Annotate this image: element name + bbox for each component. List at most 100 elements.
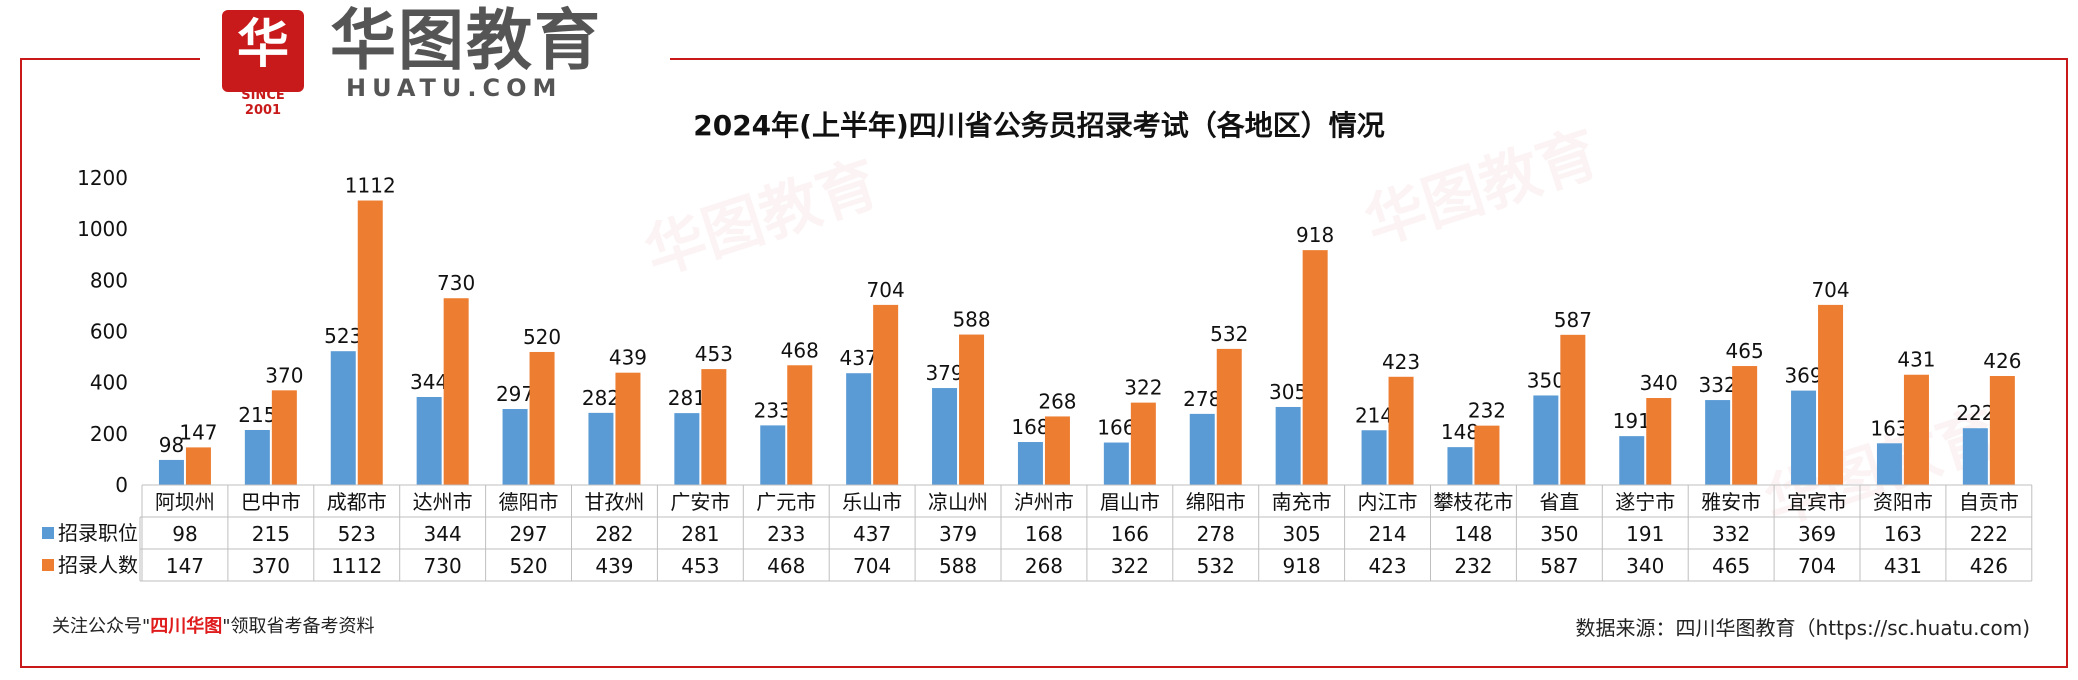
table-cell-recruits: 268 xyxy=(1025,554,1063,578)
data-label-recruits: 147 xyxy=(179,420,217,444)
data-label-positions: 281 xyxy=(668,386,706,410)
data-label-positions: 278 xyxy=(1183,387,1221,411)
data-label-positions: 148 xyxy=(1441,420,1479,444)
category-label: 阿坝州 xyxy=(155,490,215,514)
category-label: 雅安市 xyxy=(1701,490,1761,514)
legend-swatch-recruits xyxy=(42,559,54,571)
bar-positions xyxy=(158,459,184,485)
category-label: 省直 xyxy=(1539,490,1579,514)
table-cell-recruits: 431 xyxy=(1884,554,1922,578)
bar-recruits xyxy=(1044,416,1070,485)
table-cell-positions: 379 xyxy=(939,522,977,546)
data-label-recruits: 340 xyxy=(1640,371,1678,395)
table-cell-recruits: 730 xyxy=(424,554,462,578)
table-cell-recruits: 704 xyxy=(853,554,891,578)
data-label-recruits: 520 xyxy=(523,325,561,349)
table-cell-positions: 214 xyxy=(1368,522,1406,546)
data-label-recruits: 465 xyxy=(1726,339,1764,363)
bar-recruits xyxy=(1732,366,1758,485)
data-label-positions: 344 xyxy=(410,370,448,394)
data-label-recruits: 453 xyxy=(695,342,733,366)
bar-positions xyxy=(1791,390,1817,485)
table-cell-recruits: 918 xyxy=(1283,554,1321,578)
bar-positions xyxy=(846,373,872,485)
bar-recruits xyxy=(701,369,727,485)
table-cell-recruits: 1112 xyxy=(331,554,382,578)
bar-recruits xyxy=(1130,402,1156,485)
table-cell-positions: 233 xyxy=(767,522,805,546)
data-label-positions: 369 xyxy=(1784,364,1822,388)
chart-frame xyxy=(20,58,2068,668)
data-label-recruits: 431 xyxy=(1897,348,1935,372)
bar-positions xyxy=(1876,443,1902,485)
table-cell-positions: 282 xyxy=(595,522,633,546)
table-cell-positions: 148 xyxy=(1454,522,1492,546)
table-cell-positions: 437 xyxy=(853,522,891,546)
footer-source: 数据来源：四川华图教育（https://sc.huatu.com) xyxy=(1575,616,2030,640)
bar-recruits xyxy=(1903,374,1929,485)
table-cell-positions: 281 xyxy=(681,522,719,546)
category-label: 德阳市 xyxy=(499,490,559,514)
data-label-recruits: 532 xyxy=(1210,322,1248,346)
data-label-recruits: 426 xyxy=(1983,349,2021,373)
bar-recruits xyxy=(357,200,383,485)
bar-positions xyxy=(416,396,442,485)
brand-since-wrap: SINCE 2001 xyxy=(222,10,304,118)
table-cell-recruits: 453 xyxy=(681,554,719,578)
table-cell-positions: 350 xyxy=(1540,522,1578,546)
table-cell-recruits: 340 xyxy=(1626,554,1664,578)
category-label: 南充市 xyxy=(1272,490,1332,514)
data-label-recruits: 704 xyxy=(1811,278,1849,302)
bar-positions xyxy=(1361,430,1387,485)
table-cell-positions: 163 xyxy=(1884,522,1922,546)
data-label-recruits: 439 xyxy=(609,346,647,370)
bar-recruits xyxy=(271,390,297,485)
data-label-positions: 297 xyxy=(496,382,534,406)
table-cell-positions: 215 xyxy=(252,522,290,546)
bar-recruits xyxy=(787,365,813,485)
table-cell-positions: 222 xyxy=(1970,522,2008,546)
footer-promo-prefix: 关注公众号" xyxy=(52,616,151,637)
table-cell-positions: 191 xyxy=(1626,522,1664,546)
data-label-positions: 332 xyxy=(1699,373,1737,397)
table-cell-positions: 98 xyxy=(172,522,197,546)
category-label: 绵阳市 xyxy=(1186,490,1246,514)
bar-positions xyxy=(244,429,270,485)
table-cell-recruits: 468 xyxy=(767,554,805,578)
bar-recruits xyxy=(1474,425,1500,485)
data-label-positions: 163 xyxy=(1870,416,1908,440)
category-label: 泸州市 xyxy=(1014,490,1074,514)
table-cell-recruits: 587 xyxy=(1540,554,1578,578)
table-cell-recruits: 370 xyxy=(252,554,290,578)
category-label: 甘孜州 xyxy=(584,490,644,514)
y-tick-label: 1200 xyxy=(77,166,128,190)
table-cell-recruits: 426 xyxy=(1970,554,2008,578)
data-label-positions: 168 xyxy=(1011,415,1049,439)
bar-recruits xyxy=(1560,334,1586,485)
bar-recruits xyxy=(959,334,985,485)
bar-positions xyxy=(1705,400,1731,485)
data-label-positions: 282 xyxy=(582,386,620,410)
category-label: 资阳市 xyxy=(1873,490,1933,514)
table-cell-positions: 332 xyxy=(1712,522,1750,546)
y-tick-label: 0 xyxy=(115,473,128,497)
bar-positions xyxy=(1533,395,1559,485)
table-cell-positions: 344 xyxy=(424,522,462,546)
bar-recruits xyxy=(1818,304,1844,485)
bar-recruits xyxy=(1989,376,2015,485)
data-label-positions: 166 xyxy=(1097,416,1135,440)
data-label-recruits: 730 xyxy=(437,271,475,295)
data-label-recruits: 588 xyxy=(952,308,990,332)
category-label: 广安市 xyxy=(670,490,730,514)
brand-logo-badge: 华 xyxy=(222,10,304,92)
category-label: 遂宁市 xyxy=(1615,490,1675,514)
bar-positions xyxy=(330,351,356,485)
data-label-recruits: 587 xyxy=(1554,308,1592,332)
y-tick-label: 400 xyxy=(90,371,128,395)
data-label-recruits: 322 xyxy=(1124,376,1162,400)
bar-recruits xyxy=(615,372,641,485)
data-label-recruits: 370 xyxy=(265,363,303,387)
brand-domain: HUATU.COM xyxy=(346,74,563,102)
bar-positions xyxy=(1103,442,1129,485)
